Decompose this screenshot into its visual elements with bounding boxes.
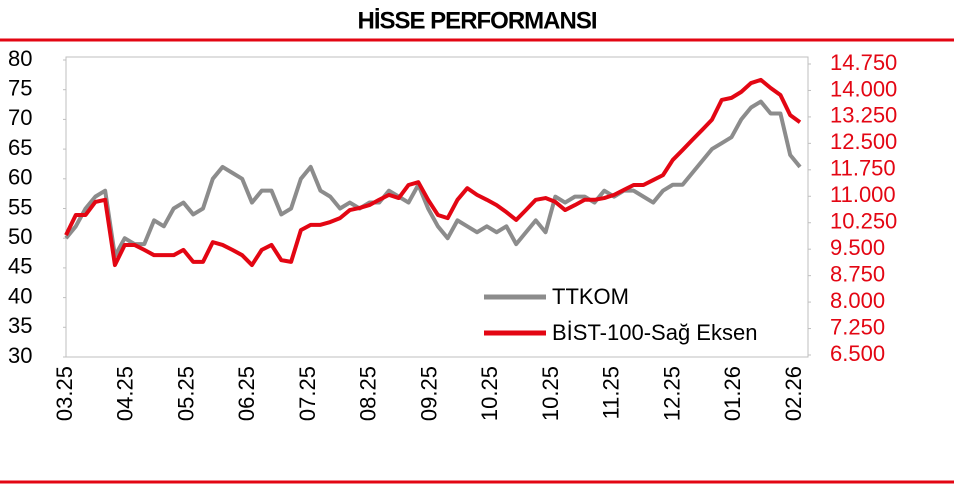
series-line xyxy=(64,77,802,268)
y2-tick-label: 14.000 xyxy=(830,76,897,101)
y-tick-label: 35 xyxy=(8,313,32,338)
y-tick-label: 80 xyxy=(8,46,32,71)
y-tick-label: 50 xyxy=(8,224,32,249)
plot-frame xyxy=(65,56,809,358)
x-tick-label: 10.25 xyxy=(477,366,502,421)
y2-tick-label: 11.000 xyxy=(830,182,896,207)
y-tick-label: 45 xyxy=(8,254,32,279)
y2-tick-label: 6.500 xyxy=(830,341,885,366)
y2-tick-label: 8.750 xyxy=(830,261,885,286)
x-tick-label: 06.25 xyxy=(234,366,259,421)
x-tick-label: 07.25 xyxy=(295,366,320,421)
x-tick-label: 01.26 xyxy=(720,366,745,421)
y2-tick-label: 9.500 xyxy=(830,235,885,260)
y-tick-label: 40 xyxy=(8,283,32,308)
legend-label: BİST-100-Sağ Eksen xyxy=(552,320,757,345)
x-tick-label: 10.25 xyxy=(538,366,563,421)
series-line xyxy=(64,99,802,259)
x-tick-label: 08.25 xyxy=(356,366,381,421)
y2-tick-label: 7.250 xyxy=(830,314,885,339)
y-tick-label: 55 xyxy=(8,194,32,219)
x-tick-label: 09.25 xyxy=(416,366,441,421)
x-tick-label: 03.25 xyxy=(52,366,77,421)
y-tick-label: 65 xyxy=(8,135,32,160)
y-tick-label: 70 xyxy=(8,105,32,130)
y-tick-label: 60 xyxy=(8,165,32,190)
y2-tick-label: 10.250 xyxy=(830,209,897,234)
y2-tick-label: 11.750 xyxy=(830,156,896,181)
x-tick-label: 12.25 xyxy=(659,366,684,421)
x-tick-label: 11.25 xyxy=(599,366,624,419)
y2-tick-label: 8.000 xyxy=(830,288,885,313)
y2-tick-label: 14.750 xyxy=(830,50,897,75)
y2-tick-label: 12.500 xyxy=(830,129,897,154)
y-tick-label: 30 xyxy=(8,343,32,368)
y-tick-label: 75 xyxy=(8,76,32,101)
x-tick-label: 04.25 xyxy=(113,366,138,421)
y2-tick-label: 13.250 xyxy=(830,103,897,128)
legend-label: TTKOM xyxy=(552,284,629,309)
x-tick-label: 02.26 xyxy=(781,366,806,421)
chart-title: HİSSE PERFORMANSI xyxy=(357,7,596,34)
x-tick-label: 05.25 xyxy=(173,366,198,421)
